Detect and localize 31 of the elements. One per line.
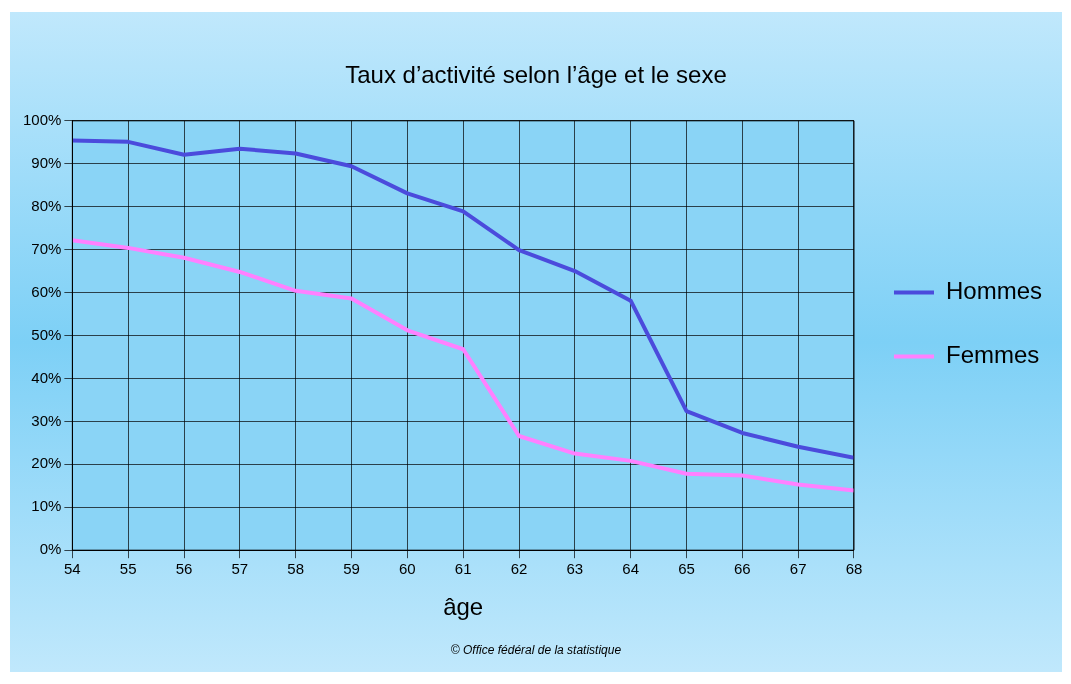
y-tick-label: 80% [31, 196, 62, 214]
y-tick-label: 30% [31, 411, 62, 429]
x-tick-label: 61 [454, 560, 472, 578]
text: © Office fédéral de la statistique [449, 643, 623, 657]
x-tick-label: 57 [231, 560, 249, 578]
legend-label: Femmes [945, 341, 1040, 369]
legend-label: Hommes [945, 277, 1042, 305]
x-tick-label: 62 [510, 560, 528, 578]
x-tick-label: 66 [733, 560, 751, 578]
x-tick-label: 60 [399, 560, 416, 578]
y-tick-label: 0% [39, 540, 62, 558]
x-tick-label: 58 [287, 560, 305, 578]
y-tick-label: 90% [31, 153, 62, 171]
x-axis-title: âge [443, 593, 484, 621]
x-tick-label: 59 [343, 560, 360, 578]
y-tick-label: 50% [31, 325, 62, 343]
y-tick-label: 10% [31, 497, 62, 515]
x-tick-label: 65 [678, 560, 695, 578]
chart-title: Taux d’activité selon l’âge et le sexe [345, 61, 727, 89]
x-tick-label: 55 [119, 560, 137, 578]
y-tick-label: 20% [31, 454, 62, 472]
y-tick-label: 100% [22, 110, 62, 128]
x-tick-label: 64 [622, 560, 640, 578]
y-tick-label: 40% [31, 368, 62, 386]
y-tick-label: 60% [31, 282, 62, 300]
x-tick-label: 67 [789, 560, 807, 578]
x-tick-label: 63 [566, 560, 584, 578]
x-tick-label: 54 [64, 560, 81, 578]
x-tick-label: 68 [845, 560, 863, 578]
y-tick-label: 70% [31, 239, 62, 257]
x-tick-label: 56 [175, 560, 193, 578]
